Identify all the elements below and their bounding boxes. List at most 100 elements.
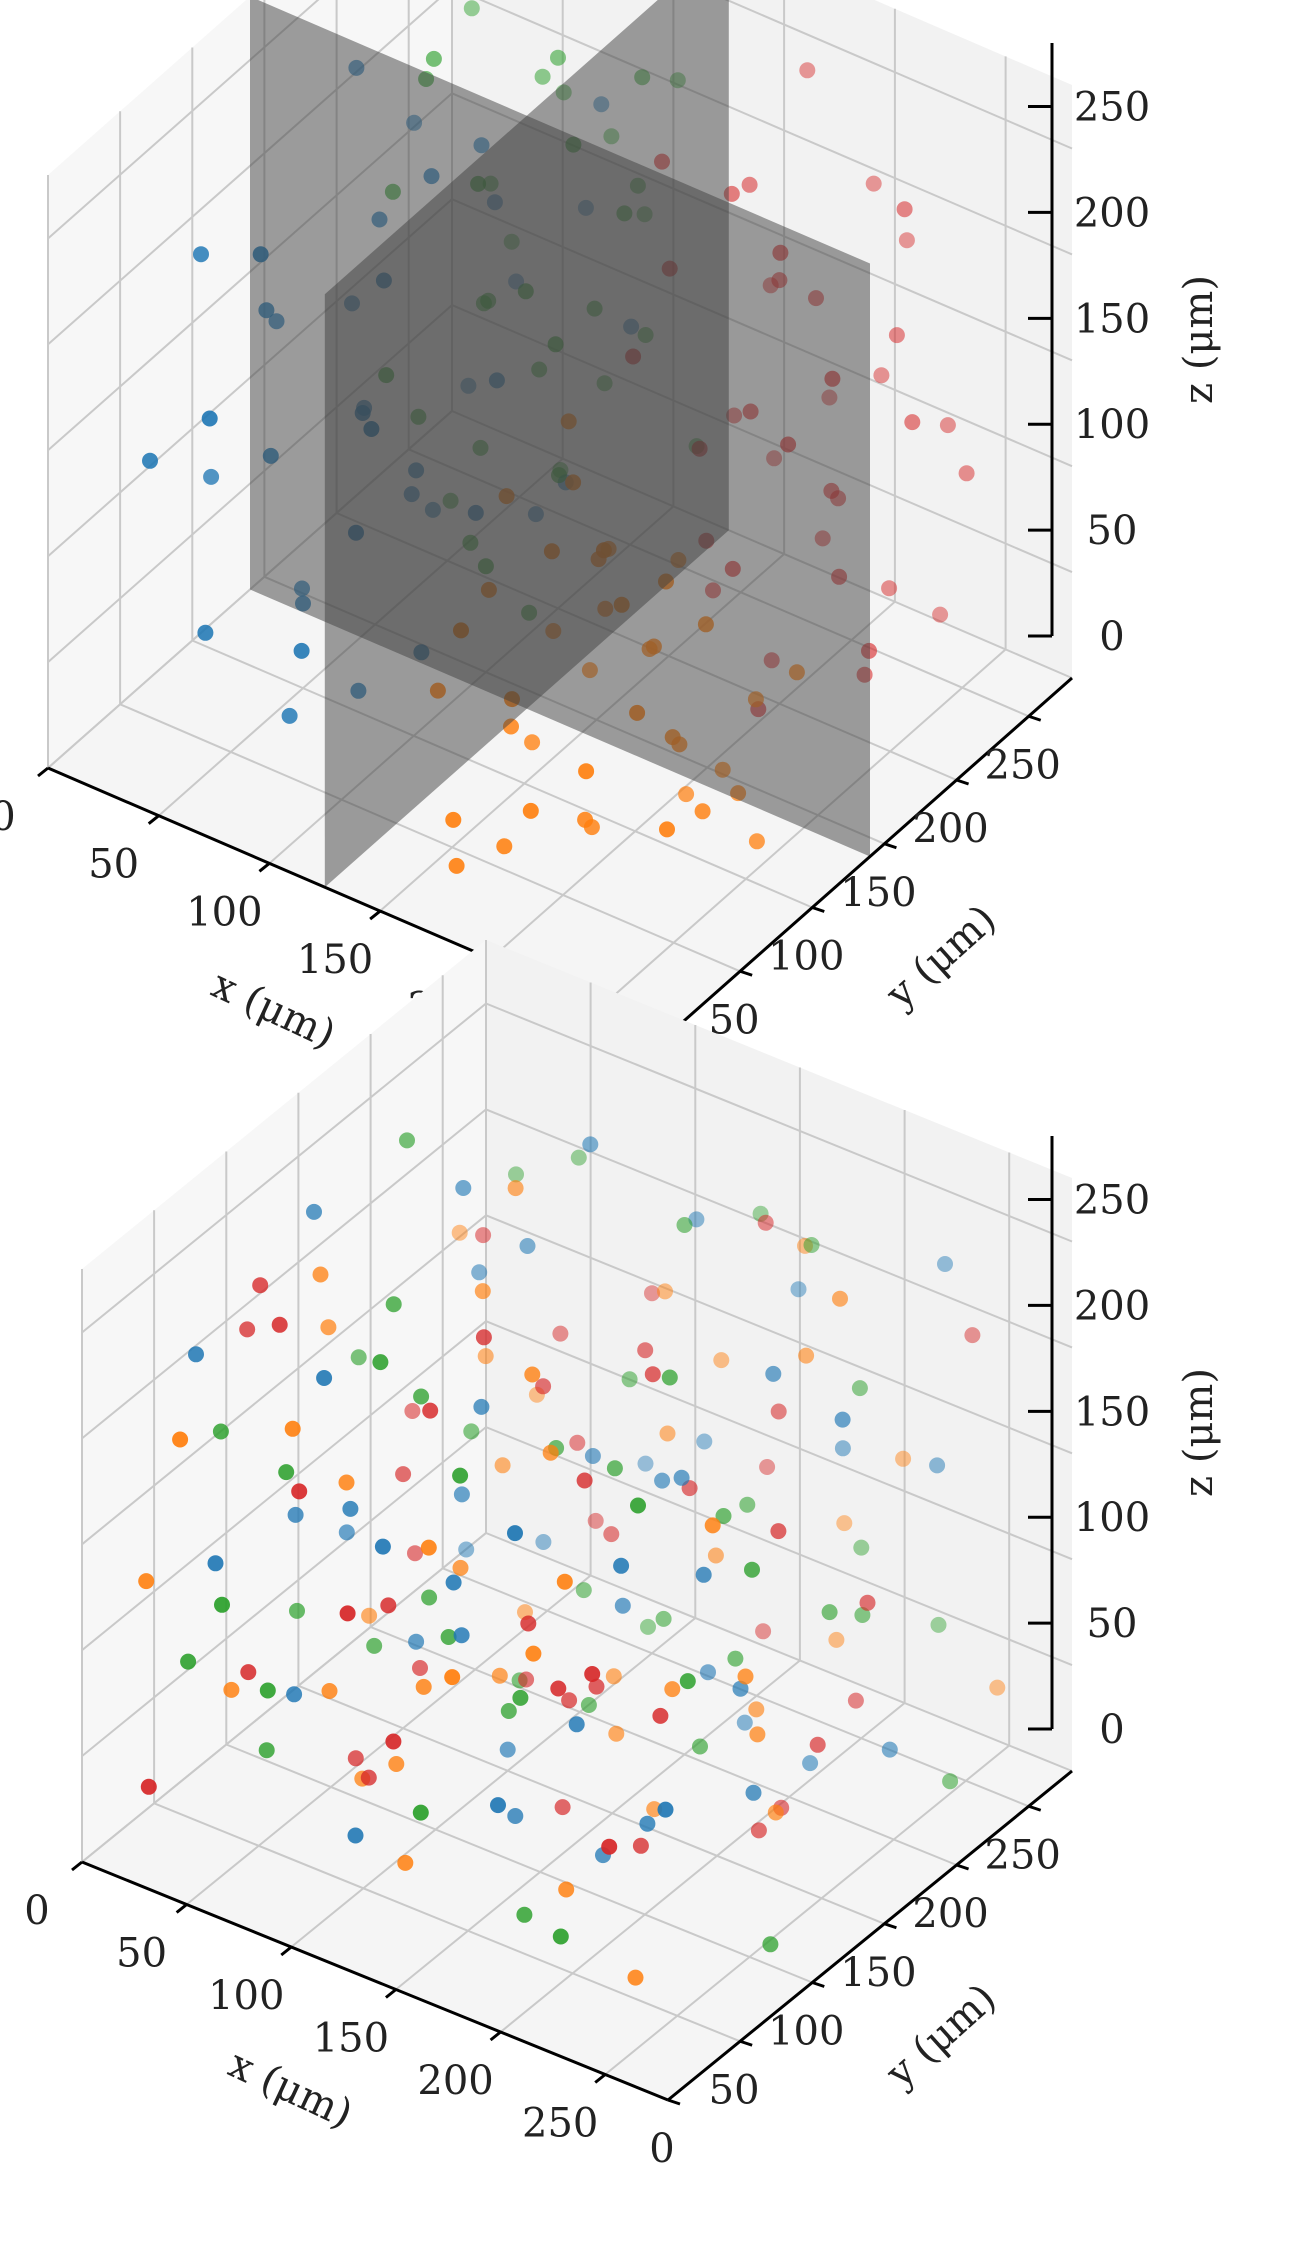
scatter-point — [614, 1597, 631, 1614]
y-axis-line — [667, 676, 1073, 1037]
scatter-point — [520, 1615, 537, 1632]
scatter-point — [380, 1597, 397, 1614]
scatter-point — [964, 1327, 981, 1344]
scatter-point — [306, 1203, 322, 1220]
x-tick-label: 0 — [24, 1888, 49, 1934]
scatter-point — [203, 468, 220, 485]
y-tick — [739, 2039, 753, 2047]
scatter-point — [578, 763, 595, 780]
y-tick — [1028, 714, 1042, 722]
scatter-point — [802, 1755, 819, 1772]
scatter-point — [508, 1166, 524, 1183]
scatter-point — [700, 1664, 716, 1681]
y-tick-label: 250 — [985, 1832, 1061, 1878]
scatter-point — [286, 1686, 303, 1703]
scatter-point — [762, 1936, 779, 1953]
y-tick-label: 0 — [649, 2126, 674, 2172]
scatter-point — [408, 1633, 425, 1650]
scatter-point — [172, 1431, 189, 1448]
scatter-point — [338, 1474, 355, 1491]
scatter-point — [372, 1354, 389, 1371]
scatter-point — [499, 1741, 516, 1758]
scatter-point — [452, 1559, 469, 1576]
scatter-point — [425, 50, 442, 67]
scatter-point — [558, 1881, 575, 1898]
z-gridline — [47, 0, 1073, 240]
scatter-point — [704, 1517, 721, 1534]
scatter-point — [522, 802, 539, 819]
scatter-point — [748, 1701, 765, 1718]
scatter-point — [440, 1629, 457, 1645]
scatter-point — [736, 1714, 753, 1731]
scatter-point — [739, 1496, 756, 1513]
scatter-point — [655, 1610, 672, 1627]
y-tick-label: 100 — [768, 2009, 844, 2055]
scatter-point — [519, 1238, 536, 1254]
floor-pane — [82, 1533, 1072, 2100]
scatter-point — [347, 1750, 364, 1767]
scatter-point — [881, 580, 898, 597]
scatter-point — [214, 1596, 230, 1613]
y-tick-label: 150 — [840, 870, 916, 916]
scatter-point — [639, 1815, 656, 1832]
scatter-point — [767, 1804, 784, 1821]
x-tick — [369, 909, 382, 921]
scatter-point — [287, 1506, 304, 1523]
scatter-point — [678, 786, 695, 803]
scatter-point — [452, 1467, 469, 1484]
scatter-point — [385, 1296, 402, 1313]
y-tick-label: 200 — [912, 806, 988, 852]
scatter-point — [727, 1650, 744, 1667]
y-tick-label: 200 — [912, 1891, 988, 1937]
scatter-point — [385, 1733, 402, 1750]
scatter-point — [278, 1464, 295, 1481]
z-gridline — [81, 1002, 1073, 1334]
scatter-point — [342, 1500, 359, 1517]
x-tick-label: 50 — [116, 1931, 167, 1977]
scatter-point — [475, 1227, 492, 1244]
scatter-point — [240, 1664, 257, 1681]
scatter-point — [577, 811, 594, 828]
scatter-point — [854, 1607, 871, 1623]
scatter-point — [507, 1808, 524, 1824]
scatter-point — [748, 833, 765, 850]
left-wall-pane — [82, 940, 486, 1862]
axes — [71, 1136, 1073, 2106]
scatter-point — [321, 1683, 338, 1699]
scatter-point — [552, 1325, 569, 1342]
x-tick — [175, 1903, 188, 1914]
scatter-point — [463, 1423, 480, 1440]
scatter-point — [821, 1604, 838, 1621]
scatter-point — [399, 1132, 415, 1149]
y-tick — [956, 778, 970, 786]
scatter-point — [138, 1573, 155, 1590]
scatter-point — [444, 1669, 461, 1686]
y-tick — [811, 906, 825, 913]
scatter-point — [713, 1352, 730, 1369]
scatter-point — [657, 1283, 673, 1300]
scatter-point — [696, 1433, 713, 1450]
scatter-point — [770, 1403, 787, 1420]
scatter-point — [412, 1804, 429, 1821]
scatter-point — [859, 1594, 876, 1611]
scatter-point — [613, 1557, 630, 1574]
scatter-point — [471, 1264, 488, 1281]
scatter-point — [534, 68, 551, 85]
z-axis-label: z (μm) — [1176, 275, 1222, 404]
scatter-point — [535, 1534, 552, 1550]
scatter-point — [847, 1692, 864, 1709]
scatter-point — [207, 1555, 224, 1572]
scatter-point — [644, 1285, 660, 1302]
scatter-point — [281, 707, 298, 724]
scatter-point — [338, 1524, 355, 1541]
scatter-point — [676, 1217, 693, 1233]
scatter-point — [239, 1321, 256, 1338]
scatter-point — [422, 1402, 439, 1419]
scatter-point — [881, 1741, 898, 1758]
x-tick — [71, 1860, 83, 1872]
scatter-point — [576, 1472, 593, 1489]
scatter-point — [932, 606, 949, 623]
scatter-point — [445, 811, 462, 828]
scatter-point — [291, 1483, 308, 1500]
